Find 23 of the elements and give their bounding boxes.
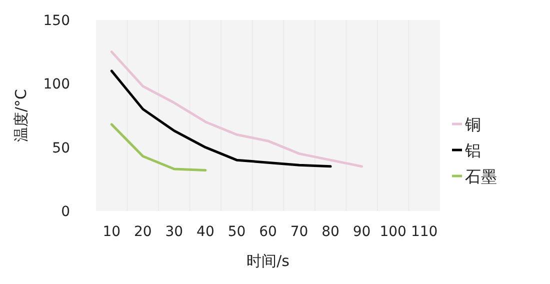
x-tick-label: 60 [259,224,277,240]
line-series [110,50,364,168]
x-tick-label: 50 [228,224,246,240]
x-tick-label: 90 [352,224,371,240]
x-tick-label: 10 [102,224,121,240]
x-tick-label: 80 [322,224,340,240]
line-series [110,123,207,172]
legend-label: 铝 [464,141,481,160]
x-axis-title: 时间/s [246,252,290,270]
y-tick-label: 0 [61,204,70,220]
x-tick-label: 110 [410,224,438,240]
x-tick-label: 40 [196,224,214,240]
y-tick-label: 100 [43,76,70,93]
line-series [110,70,332,168]
x-tick-label: 70 [290,224,308,240]
y-axis-title: 温度/°C [12,88,30,142]
y-tick-label: 50 [52,140,70,156]
x-tick-label: 30 [165,224,184,240]
x-tick-label: 20 [134,224,152,240]
legend-label: 石墨 [465,167,497,186]
legend-label: 铜 [464,115,481,134]
x-tick-label: 100 [380,224,406,240]
y-tick-label: 150 [43,13,70,29]
